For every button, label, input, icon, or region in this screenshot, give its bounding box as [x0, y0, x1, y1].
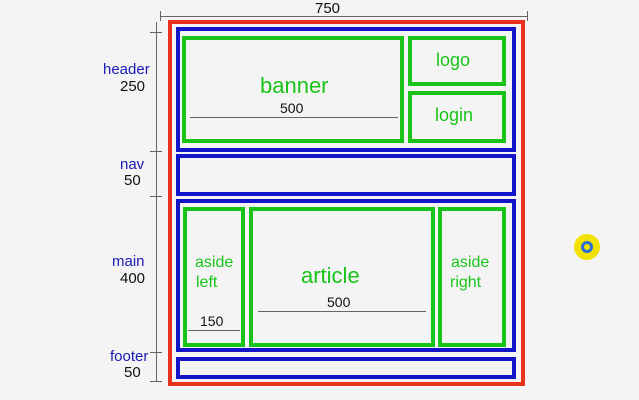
total-width-label: 750 [315, 0, 341, 17]
banner-width-label: 500 [280, 100, 304, 116]
aside-left-width-line [188, 330, 240, 331]
header-row-name: header [103, 61, 150, 78]
banner-block [182, 36, 404, 143]
footer-row-value: 50 [124, 364, 141, 381]
login-label: login [435, 105, 474, 125]
width-tick-left [160, 11, 161, 21]
aside-right-label-line2: right [450, 274, 482, 291]
width-dimension-line [160, 16, 528, 17]
height-tick-nav-main [150, 196, 162, 197]
nav-row-name: nav [120, 156, 145, 173]
main-row-value: 400 [120, 270, 146, 287]
cursor-ring-icon [581, 241, 593, 253]
nav-row-value: 50 [124, 172, 141, 189]
height-tick-main-footer [150, 352, 162, 353]
article-block [249, 207, 435, 347]
aside-left-label-line1: aside [195, 254, 234, 271]
footer-row-name: footer [110, 348, 149, 365]
height-dimension-line [156, 22, 157, 382]
aside-right-block [438, 207, 506, 347]
height-tick-bottom [150, 381, 162, 382]
main-row-name: main [112, 253, 145, 270]
page-container [168, 20, 525, 386]
header-row-value: 250 [120, 78, 146, 95]
login-block [408, 91, 506, 143]
aside-right-label-line1: aside [451, 254, 490, 271]
footer-section [176, 357, 516, 379]
article-label: article [301, 263, 360, 288]
aside-left-block [183, 207, 245, 347]
height-tick-top [150, 32, 162, 33]
article-width-label: 500 [327, 294, 351, 310]
header-section [176, 27, 516, 152]
aside-left-label-line2: left [196, 274, 218, 291]
banner-label: banner [260, 73, 329, 98]
banner-width-line [190, 117, 398, 118]
article-width-line [258, 311, 426, 312]
height-tick-header-nav [150, 151, 162, 152]
logo-label: logo [436, 50, 471, 70]
main-section [176, 199, 516, 352]
logo-block [408, 36, 506, 86]
width-tick-right [527, 11, 528, 21]
aside-left-width-label: 150 [200, 313, 224, 329]
nav-section [176, 154, 516, 196]
